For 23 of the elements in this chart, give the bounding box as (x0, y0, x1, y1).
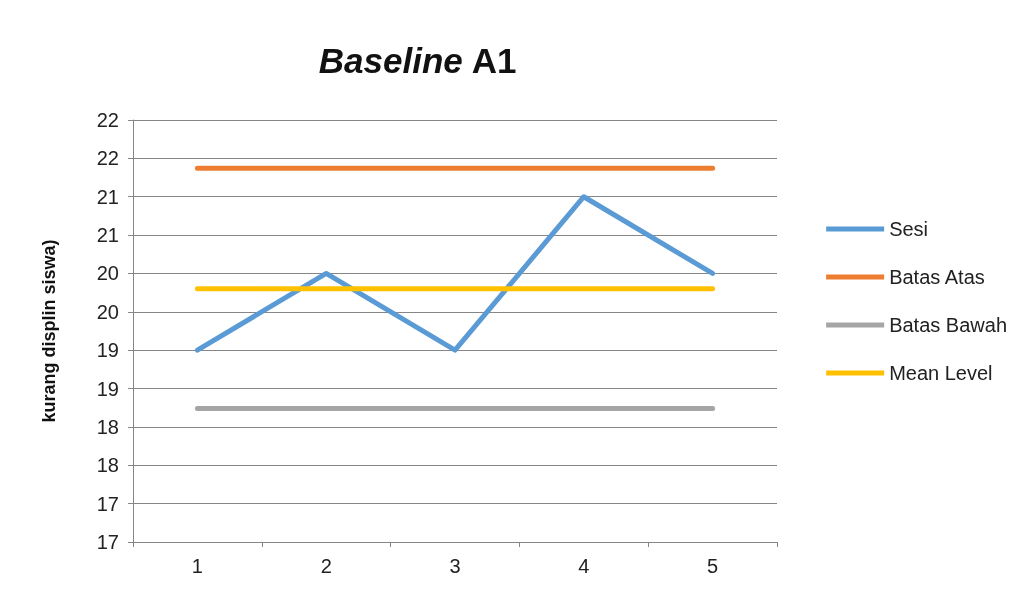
y-tick-label: 22 (96, 109, 119, 131)
y-tick-label: 18 (96, 454, 119, 477)
y-tick-label: 21 (96, 224, 119, 247)
y-tick-label: 20 (96, 262, 119, 285)
x-tick-label: 3 (449, 555, 461, 577)
y-tick-label: 18 (96, 415, 119, 438)
y-tick-label: 19 (96, 339, 119, 362)
legend-label: Sesi (889, 218, 929, 240)
y-axis-title: kurang displin siswa) (39, 239, 59, 423)
legend-label: Mean Level (889, 362, 993, 384)
y-tick-label: 22 (96, 147, 119, 170)
x-tick-label: 1 (191, 555, 203, 577)
y-tick-label: 17 (96, 492, 119, 515)
y-tick-label: 21 (96, 185, 119, 208)
y-tick-label: 20 (96, 300, 119, 323)
x-tick-label: 5 (707, 555, 719, 577)
chart-title: Baseline A1 (318, 41, 517, 80)
legend-label: Batas Atas (889, 266, 985, 288)
x-tick-label: 2 (320, 555, 332, 577)
legend-label: Batas Bawah (889, 314, 1008, 336)
y-tick-label: 17 (96, 531, 119, 553)
x-tick-label: 4 (578, 555, 590, 577)
y-tick-label: 19 (96, 377, 119, 400)
